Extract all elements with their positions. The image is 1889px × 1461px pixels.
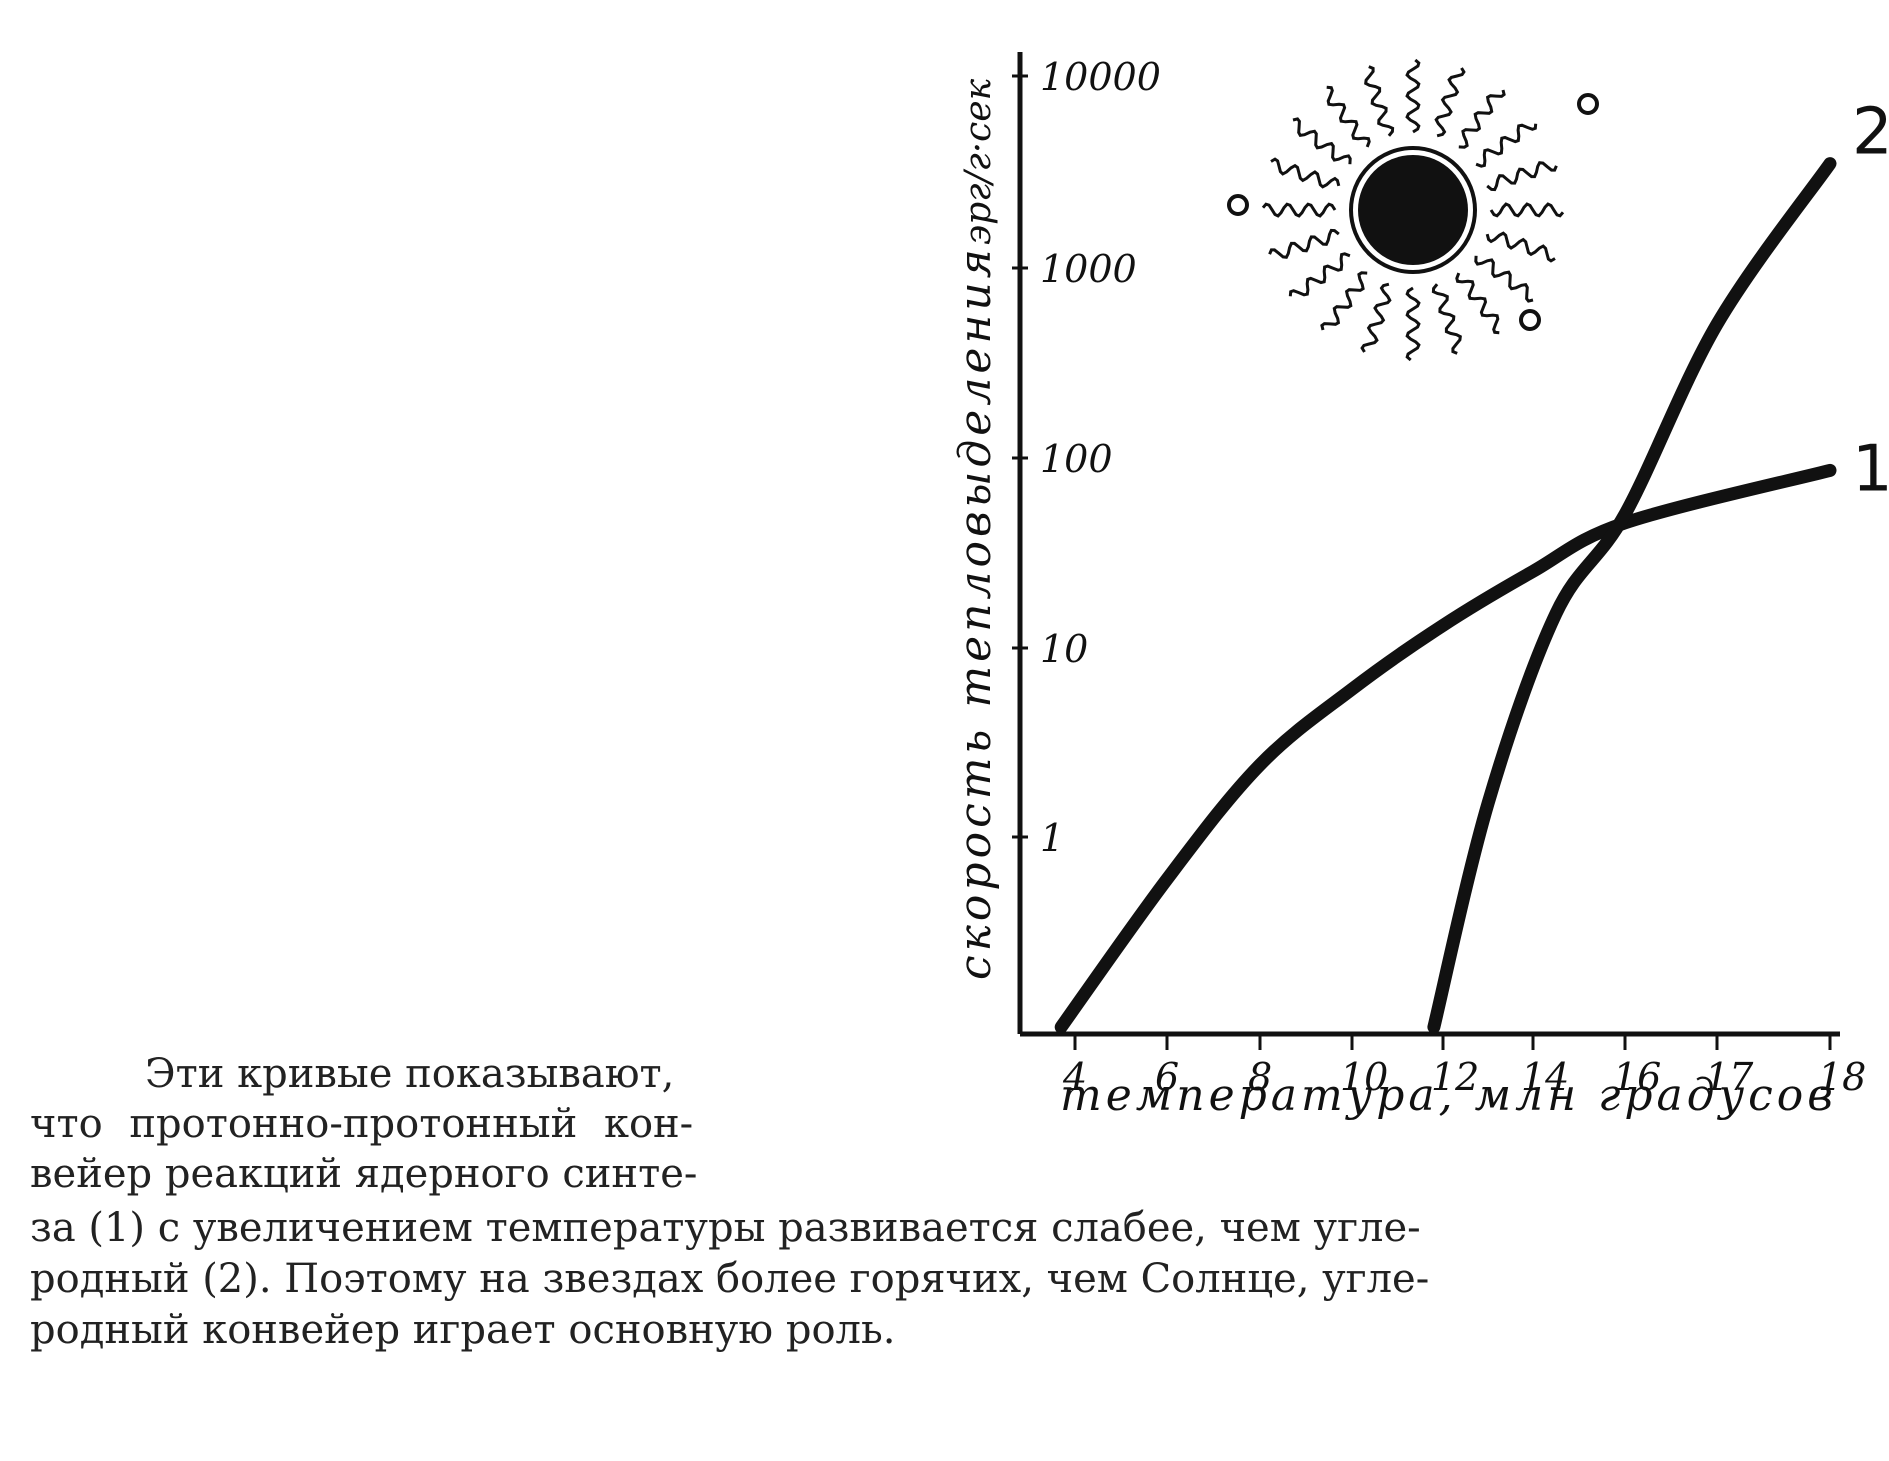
x-tick-label: 18 xyxy=(1818,1055,1866,1099)
caption-line-1: Эти кривые показывают, xyxy=(145,1051,675,1097)
y-axis-unit: эрг/г·сек xyxy=(958,78,999,245)
caption-line-5: родный (2). Поэтому на звездах более гор… xyxy=(30,1256,1430,1302)
caption-line-3: вейер реакций ядерного синте- xyxy=(30,1151,698,1197)
series-2-line xyxy=(1427,157,1837,1034)
x-tick-label: 16 xyxy=(1613,1055,1661,1099)
x-tick-label: 4 xyxy=(1062,1055,1087,1099)
x-tick-label: 10 xyxy=(1340,1055,1388,1099)
series-1-line xyxy=(1054,463,1837,1034)
x-tick-label: 6 xyxy=(1155,1055,1179,1099)
x-tick-label: 12 xyxy=(1431,1055,1479,1099)
series-label: 2 xyxy=(1852,96,1889,170)
x-tick-label: 8 xyxy=(1248,1055,1272,1099)
y-tick-label: 10 xyxy=(1040,627,1088,671)
y-tick-label: 1000 xyxy=(1040,247,1137,291)
caption-line-2: что протонно-протонный кон- xyxy=(30,1101,694,1147)
sun-with-stars-icon xyxy=(1227,58,1599,362)
caption-line-6: родный конвейер играет основную роль. xyxy=(30,1307,896,1353)
x-tick-label: 14 xyxy=(1521,1055,1569,1099)
y-tick-label: 1 xyxy=(1040,816,1064,860)
x-axis-title: температура, млн градусов xyxy=(1060,1070,1837,1121)
y-tick-label: 10000 xyxy=(1040,55,1161,99)
caption-line-4: за (1) с увеличением температуры развива… xyxy=(30,1205,1421,1251)
y-axis-title: скорость тепловыделения xyxy=(950,245,1001,980)
series-label: 1 xyxy=(1852,432,1889,506)
x-tick-label: 17 xyxy=(1705,1055,1754,1099)
y-tick-label: 100 xyxy=(1040,437,1113,481)
